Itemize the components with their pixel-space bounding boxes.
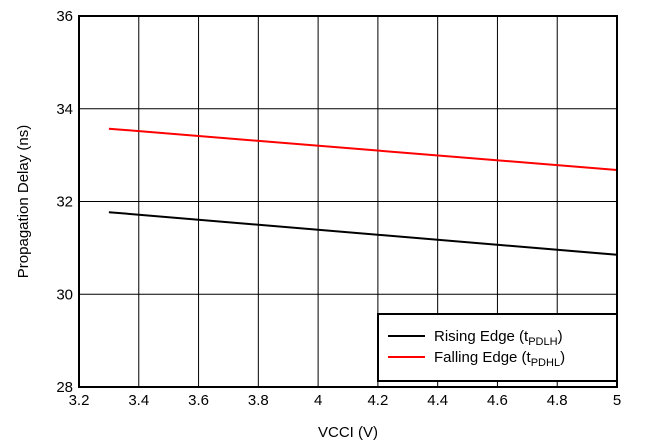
y-axis-title: Propagation Delay (ns) — [15, 125, 32, 278]
y-tick-label: 30 — [56, 286, 73, 303]
y-tick-label: 34 — [56, 101, 73, 118]
y-tick-label: 28 — [56, 379, 73, 396]
x-tick-label: 4.4 — [427, 392, 448, 409]
x-tick-label: 4.8 — [547, 392, 568, 409]
series-line-1 — [108, 127, 618, 171]
legend-box — [377, 313, 618, 382]
x-tick-label: 3.6 — [188, 392, 209, 409]
legend-label-0: Rising Edge (tPDLH) — [434, 328, 563, 348]
x-tick-labels: 3.2 3.4 3.6 3.8 4 4.2 4.4 4.6 4.8 5 — [69, 392, 622, 409]
x-tick-label: 3.8 — [248, 392, 269, 409]
series-line-0 — [108, 211, 618, 256]
series-lines — [108, 127, 618, 256]
x-tick-label: 3.4 — [128, 392, 149, 409]
x-tick-label: 3.2 — [69, 392, 90, 409]
x-tick-label: 4.2 — [367, 392, 388, 409]
plot-frame — [78, 15, 618, 388]
legend: Rising Edge (tPDLH)Falling Edge (tPDHL) — [377, 313, 618, 382]
y-tick-label: 32 — [56, 194, 73, 211]
legend-label-1: Falling Edge (tPDHL) — [434, 349, 565, 369]
x-tick-label: 5 — [613, 392, 621, 409]
x-axis-title: VCCI (V) — [318, 424, 378, 440]
y-tick-label: 36 — [56, 8, 73, 25]
x-tick-label: 4 — [314, 392, 322, 409]
x-tick-label: 4.6 — [487, 392, 508, 409]
y-tick-labels: 28 30 32 34 36 — [56, 8, 73, 396]
